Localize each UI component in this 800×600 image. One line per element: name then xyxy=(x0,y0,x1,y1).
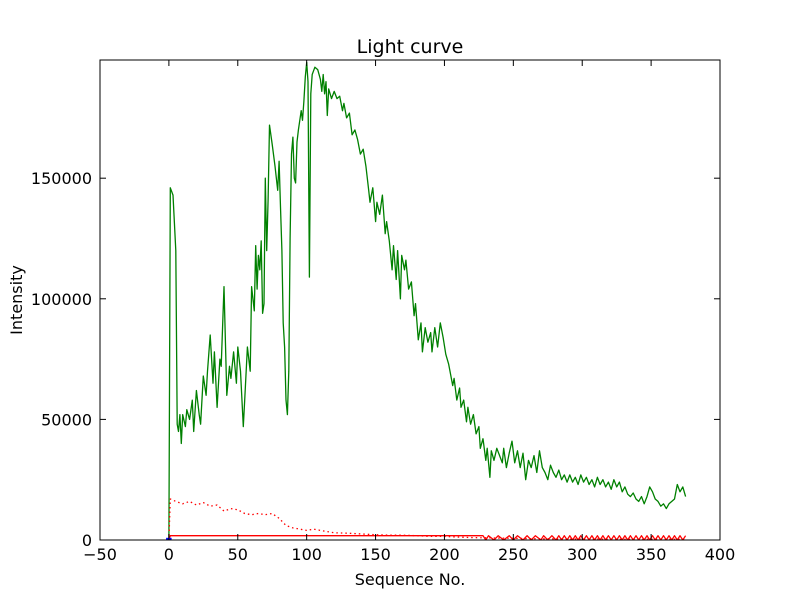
y-tick-label: 100000 xyxy=(31,290,92,309)
x-tick-label: 350 xyxy=(636,545,667,564)
series-line-1 xyxy=(168,61,687,540)
x-tick-label: 200 xyxy=(429,545,460,564)
x-axis-title: Sequence No. xyxy=(355,570,466,589)
x-tick-label: 400 xyxy=(705,545,736,564)
y-axis-title: Intensity xyxy=(7,265,26,335)
chart-title: Light curve xyxy=(357,36,464,58)
x-tick-label: −50 xyxy=(83,545,117,564)
ticks-layer: −50 0 50 100 150 200 250 300 350 4000500001000001… xyxy=(31,60,735,564)
series-layer xyxy=(166,61,687,540)
y-tick-label: 0 xyxy=(82,531,92,550)
x-tick-label: 0 xyxy=(164,545,174,564)
x-tick-label: 100 xyxy=(291,545,322,564)
x-tick-label: 300 xyxy=(567,545,598,564)
plot-frame xyxy=(99,59,721,541)
x-tick-label: 250 xyxy=(498,545,529,564)
y-tick-label: 150000 xyxy=(31,169,92,188)
series-line-3 xyxy=(168,535,687,540)
x-tick-label: 50 xyxy=(228,545,248,564)
series-line-2 xyxy=(168,498,686,540)
y-tick-label: 50000 xyxy=(41,410,92,429)
x-tick-label: 150 xyxy=(360,545,391,564)
